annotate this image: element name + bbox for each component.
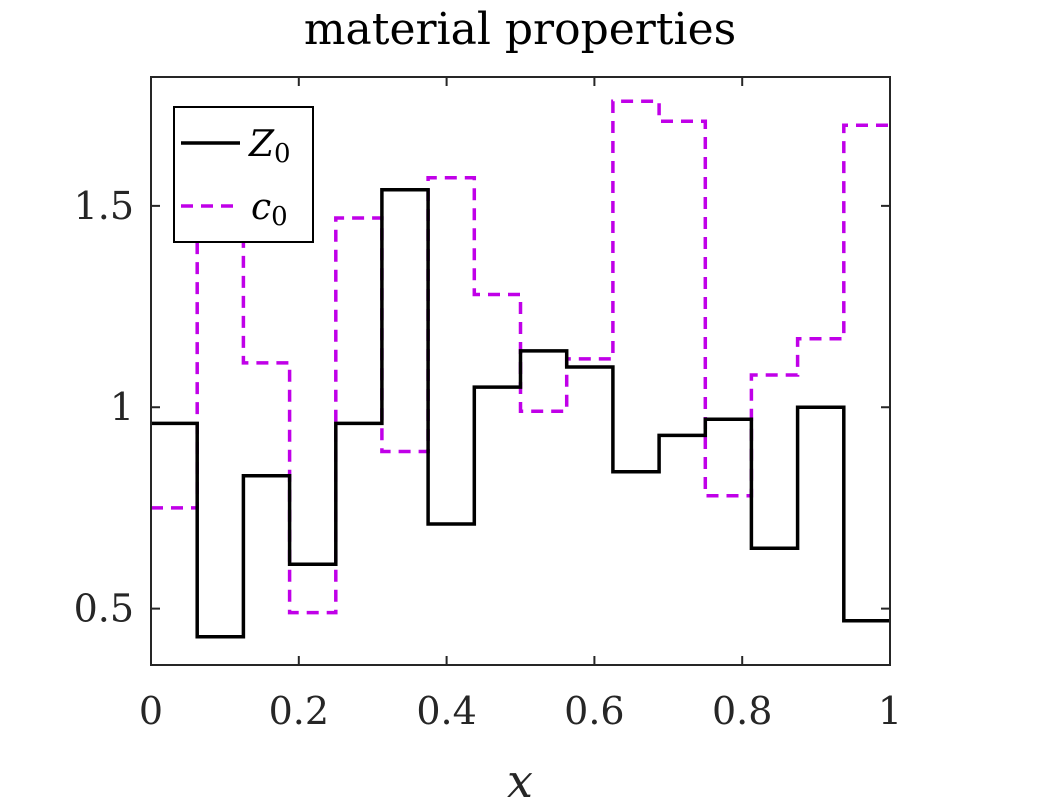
legend-subscript-c0: 0: [271, 202, 288, 232]
x-tick-label: 0: [139, 689, 163, 733]
y-tick-label: 0.5: [74, 587, 134, 631]
series-line-z: [151, 188, 890, 639]
x-tick-label: 1: [878, 689, 902, 733]
x-tick-label: 0.8: [712, 689, 772, 733]
tick-layer: 0 0.2 0.4 0.6 0.8 1 0.5 1 1.5: [74, 77, 902, 733]
legend-symbol-z0: Z: [248, 124, 275, 165]
legend-label-c0: c0: [251, 187, 288, 232]
legend-subscript-z0: 0: [274, 139, 291, 169]
legend-label-z0: Z0: [248, 124, 291, 169]
x-tick-label: 0.4: [416, 689, 476, 733]
series-layer: [151, 99, 890, 639]
legend-symbol-c0: c: [251, 187, 271, 228]
x-tick-label: 0.2: [269, 689, 329, 733]
legend: Z0 c0: [173, 106, 314, 243]
x-tick-label: 0.6: [564, 689, 624, 733]
legend-box: [173, 106, 314, 243]
y-tick-label: 1.5: [74, 184, 134, 228]
axes-box: [150, 76, 891, 666]
y-tick-label: 1: [110, 385, 134, 429]
chart-title: material properties: [304, 4, 736, 55]
x-axis-label: x: [507, 754, 533, 801]
